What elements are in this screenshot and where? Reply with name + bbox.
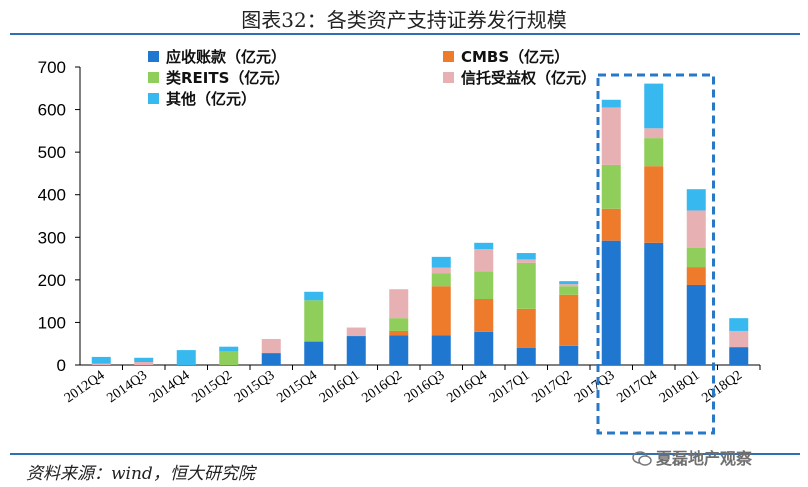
bar-segment-2016Q3-3 xyxy=(431,267,451,274)
x-tick-label: 2017Q1 xyxy=(487,368,533,406)
title-divider xyxy=(10,33,800,35)
bar-segment-2014Q3-3 xyxy=(134,362,154,365)
bar-segment-2016Q4-2 xyxy=(474,271,494,300)
x-tick-label: 2016Q1 xyxy=(317,368,363,406)
x-tick-label: 2016Q4 xyxy=(444,368,490,406)
bar-segment-2017Q3-3 xyxy=(601,107,621,165)
x-tick-label: 2016Q3 xyxy=(402,368,448,406)
bar-segment-2014Q3-4 xyxy=(134,357,154,363)
bar-segment-2016Q3-4 xyxy=(431,256,451,268)
x-tick-label: 2017Q2 xyxy=(529,368,575,406)
x-tick-label: 2015Q2 xyxy=(189,368,235,406)
bar-segment-2014Q4-4 xyxy=(176,350,196,365)
x-tick-label: 2017Q3 xyxy=(572,368,618,406)
bar-segment-2016Q4-1 xyxy=(474,299,494,332)
bar-segment-2017Q4-3 xyxy=(644,128,664,139)
bar-segment-2017Q1-3 xyxy=(516,259,536,263)
y-tick-label: 100 xyxy=(38,313,66,332)
bar-segment-2017Q3-4 xyxy=(601,99,621,108)
bar-segment-2012Q4-3 xyxy=(91,363,111,365)
bar-segment-2016Q1-0 xyxy=(346,336,366,365)
bar-segment-2017Q4-4 xyxy=(644,83,664,129)
wechat-icon xyxy=(632,451,652,466)
bar-segment-2017Q1-2 xyxy=(516,262,536,309)
chart-title: 图表32：各类资产支持证券发行规模 xyxy=(241,8,567,32)
x-tick-label: 2017Q4 xyxy=(614,368,660,406)
bar-segment-2017Q2-0 xyxy=(559,345,579,365)
stacked-bar-chart: 0 100 200 300 400 500 600 700 2012Q42014Q32014Q4… xyxy=(38,48,761,435)
bar-segment-2016Q2-2 xyxy=(389,318,409,331)
bar-segment-2018Q1-0 xyxy=(686,284,706,365)
bar-segment-2018Q2-0 xyxy=(729,347,749,365)
bar-segment-2016Q3-0 xyxy=(431,335,451,365)
x-tick-label: 2015Q3 xyxy=(232,368,278,406)
source-note: 资料来源：wind，恒大研究院 xyxy=(26,464,255,484)
bar-segment-2012Q4-4 xyxy=(91,356,111,364)
bar-segment-2016Q2-1 xyxy=(389,330,409,336)
legend-swatch xyxy=(443,51,454,62)
bar-segment-2017Q1-4 xyxy=(516,253,536,260)
y-tick-label: 500 xyxy=(38,143,66,162)
bar-segment-2015Q4-2 xyxy=(304,300,324,342)
watermark: 夏磊地产观察 xyxy=(632,445,752,469)
y-tick-label: 400 xyxy=(38,186,66,205)
x-tick-label: 2018Q1 xyxy=(657,368,703,406)
y-tick-label: 600 xyxy=(38,101,66,120)
bar-segment-2015Q2-2 xyxy=(219,351,239,365)
watermark-text: 夏磊地产观察 xyxy=(656,449,753,468)
y-tick-label: 0 xyxy=(57,356,66,375)
bar-segment-2018Q1-3 xyxy=(686,210,706,248)
y-tick-label: 700 xyxy=(38,58,66,77)
bar-segment-2015Q3-0 xyxy=(261,353,281,365)
legend-label: 应收账款（亿元） xyxy=(166,48,286,66)
bar-segment-2015Q4-0 xyxy=(304,341,324,365)
x-tick-label: 2015Q4 xyxy=(274,368,320,406)
legend-swatch xyxy=(148,72,159,83)
highlight-box xyxy=(596,73,715,435)
x-tick-label: 2012Q4 xyxy=(62,368,108,406)
bar-segment-2018Q1-2 xyxy=(686,247,706,268)
bar-segment-2015Q2-4 xyxy=(219,346,239,352)
bar-segment-2017Q3-2 xyxy=(601,164,621,209)
bar-segment-2017Q2-4 xyxy=(559,281,579,285)
x-tick-label: 2014Q4 xyxy=(147,368,193,406)
legend-swatch xyxy=(148,93,159,104)
bar-segment-2016Q4-4 xyxy=(474,242,494,250)
legend-label: 其他（亿元） xyxy=(166,90,256,108)
bar-segment-2017Q4-1 xyxy=(644,166,664,243)
bar-segment-2017Q3-1 xyxy=(601,208,621,241)
legend-swatch xyxy=(443,72,454,83)
bar-segment-2017Q2-1 xyxy=(559,294,579,346)
bar-segment-2015Q3-3 xyxy=(261,339,281,354)
x-tick-label: 2016Q2 xyxy=(359,368,405,406)
bar-segment-2016Q4-3 xyxy=(474,249,494,272)
bar-segment-2016Q2-3 xyxy=(389,289,409,319)
source-divider xyxy=(10,453,800,455)
bar-segment-2018Q1-4 xyxy=(686,189,706,211)
bar-segment-2017Q2-3 xyxy=(559,284,579,287)
legend-label: 信托受益权（亿元） xyxy=(461,69,596,87)
legend-label: CMBS（亿元） xyxy=(461,48,569,66)
bar-segment-2016Q3-2 xyxy=(431,273,451,287)
bar-segment-2016Q1-3 xyxy=(346,327,366,337)
x-tick-label: 2014Q3 xyxy=(104,368,150,406)
bar-segment-2018Q2-4 xyxy=(729,318,749,331)
y-tick-label: 300 xyxy=(38,228,66,247)
bar-segment-2017Q1-0 xyxy=(516,347,536,365)
legend-swatch xyxy=(148,51,159,62)
bar-segment-2015Q4-4 xyxy=(304,291,324,301)
bar-segment-2017Q2-2 xyxy=(559,286,579,295)
bar-segment-2016Q2-0 xyxy=(389,335,409,365)
bar-segment-2017Q4-0 xyxy=(644,242,664,365)
bar-segment-2017Q1-1 xyxy=(516,308,536,348)
legend-label: 类REITS（亿元） xyxy=(166,69,289,87)
bar-segment-2017Q3-0 xyxy=(601,240,621,365)
y-tick-label: 200 xyxy=(38,271,66,290)
bar-segment-2016Q4-0 xyxy=(474,331,494,365)
bar-segment-2017Q4-2 xyxy=(644,138,664,167)
bar-segment-2016Q3-1 xyxy=(431,286,451,336)
x-tick-label: 2018Q2 xyxy=(699,368,745,406)
bar-segment-2018Q1-1 xyxy=(686,267,706,285)
bar-segment-2018Q2-3 xyxy=(729,330,749,348)
